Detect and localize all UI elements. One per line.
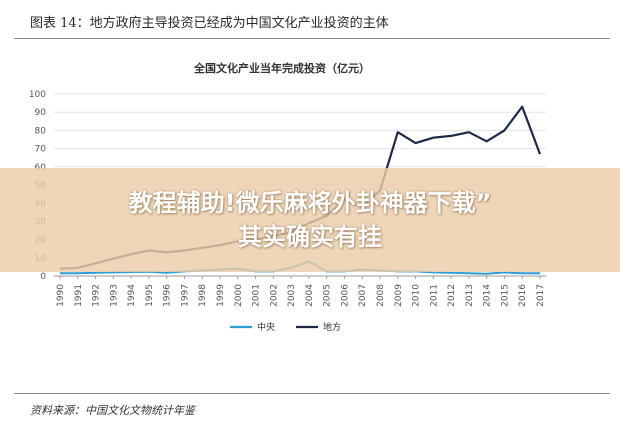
watermark-line-1: 教程辅助!微乐麻将外卦神器下载”	[128, 189, 492, 217]
legend-label: 地方	[323, 321, 341, 333]
x-tick-label: 1990	[56, 284, 66, 307]
footer-rule	[14, 393, 610, 394]
y-tick-label: 70	[35, 145, 47, 155]
y-tick-label: 100	[29, 90, 46, 100]
chart-title: 全国文化产业当年完成投资（亿元）	[193, 61, 370, 75]
x-tick-label: 2003	[287, 284, 297, 307]
x-tick-label: 2004	[305, 284, 315, 307]
y-tick-label: 60	[35, 163, 47, 173]
x-tick-label: 2007	[358, 284, 368, 307]
figure-title: 图表 14：地方政府主导投资已经成为中国文化产业投资的主体	[30, 16, 389, 31]
x-tick-label: 1999	[216, 284, 226, 307]
x-tick-label: 2001	[252, 284, 262, 307]
x-tick-label: 2005	[323, 284, 333, 307]
x-tick-label: 1993	[109, 284, 119, 307]
x-tick-label: 1998	[198, 284, 208, 307]
x-tick-label: 2008	[376, 284, 386, 307]
x-tick-label: 1995	[145, 284, 155, 307]
x-tick-label: 2015	[500, 284, 510, 307]
x-tick-label: 2011	[429, 284, 439, 307]
x-tick-label: 2006	[340, 284, 350, 307]
x-tick-label: 2012	[447, 284, 457, 307]
x-tick-label: 2013	[465, 284, 475, 307]
x-axis: 1990 1991 1992 1993 1994 1995 1996 1997 1998 1999…	[56, 276, 546, 307]
watermark-banner: 教程辅助!微乐麻将外卦神器下载” 其实确实有挂	[0, 168, 620, 272]
x-tick-label: 2017	[536, 284, 546, 307]
watermark-line-2: 其实确实有挂	[238, 223, 382, 251]
y-tick-label: 0	[40, 272, 46, 282]
x-tick-label: 2000	[234, 284, 244, 307]
x-tick-label: 2016	[518, 284, 528, 307]
y-tick-label: 80	[35, 126, 47, 136]
x-tick-label: 2010	[412, 284, 422, 307]
x-tick-label: 1994	[127, 284, 137, 307]
y-tick-label: 90	[35, 108, 47, 118]
x-tick-label: 1991	[74, 284, 84, 307]
x-tick-label: 2014	[483, 284, 493, 307]
legend-label: 中央	[257, 321, 275, 333]
x-tick-label: 1996	[163, 284, 173, 307]
source-note: 资料来源：中国文化文物统计年鉴	[30, 404, 195, 417]
x-tick-label: 1997	[180, 284, 190, 307]
chart-legend: 中央 地方	[230, 321, 341, 333]
x-tick-label: 2002	[269, 284, 279, 307]
x-tick-label: 2009	[394, 284, 404, 307]
figure-header: 图表 14：地方政府主导投资已经成为中国文化产业投资的主体	[30, 10, 610, 38]
header-rule	[14, 38, 610, 39]
x-tick-label: 1992	[92, 284, 102, 307]
